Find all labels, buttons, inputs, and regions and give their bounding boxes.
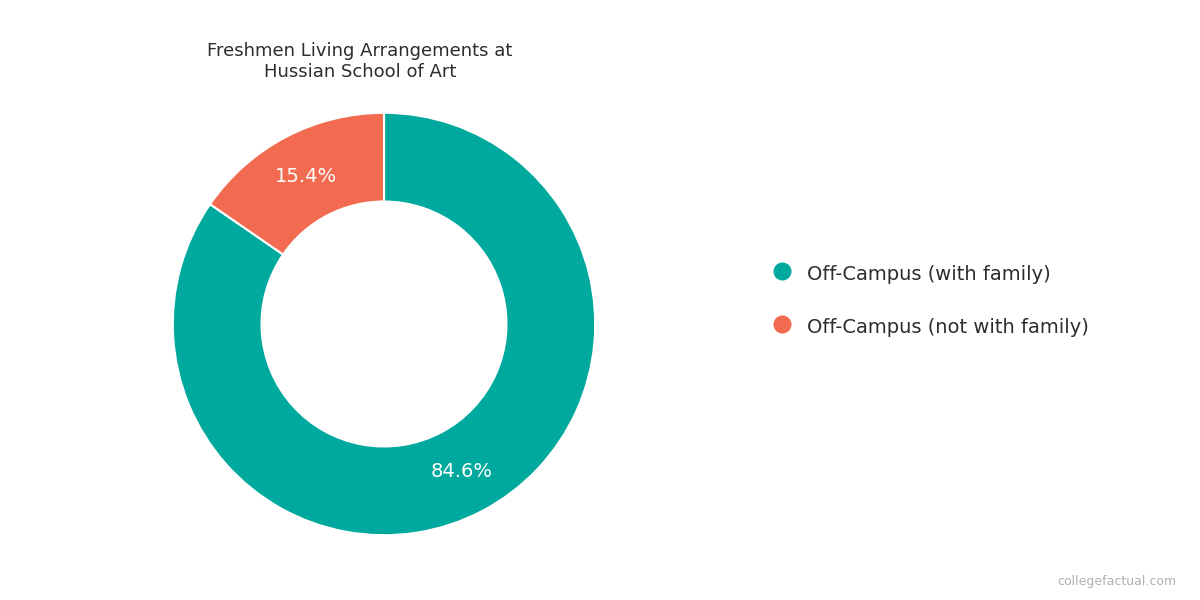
Text: 15.4%: 15.4% [275, 167, 337, 186]
Wedge shape [210, 113, 384, 254]
Wedge shape [173, 113, 595, 535]
Legend: Off-Campus (with family), Off-Campus (not with family): Off-Campus (with family), Off-Campus (no… [752, 242, 1109, 358]
Text: collegefactual.com: collegefactual.com [1057, 575, 1176, 588]
Text: Freshmen Living Arrangements at
Hussian School of Art: Freshmen Living Arrangements at Hussian … [208, 42, 512, 81]
Text: 84.6%: 84.6% [431, 462, 493, 481]
